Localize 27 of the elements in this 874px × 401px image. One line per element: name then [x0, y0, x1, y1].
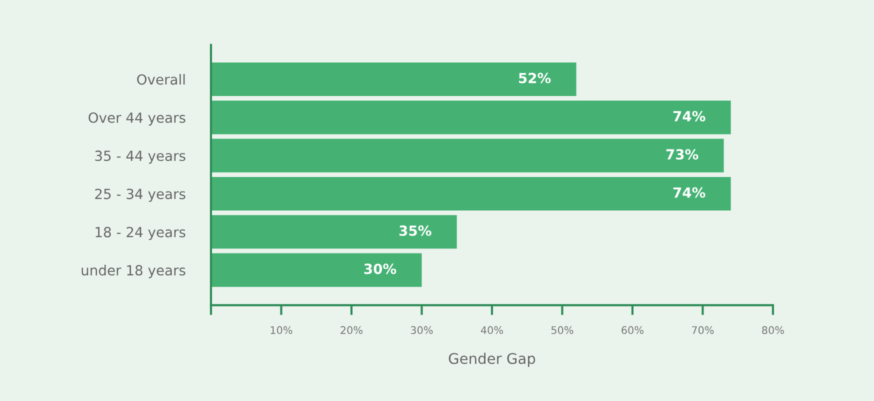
bar: [210, 138, 724, 172]
data-label: 74%: [673, 110, 706, 122]
y-tick-label: Over 44 years: [88, 112, 186, 126]
data-label: 73%: [666, 149, 698, 160]
y-tick-label: 35 - 44 years: [95, 150, 186, 164]
x-tick-label: 80%: [762, 326, 784, 334]
bar: [210, 176, 731, 211]
bar: [210, 253, 422, 287]
data-label: 35%: [399, 225, 432, 236]
x-tick-label: 40%: [480, 326, 503, 334]
x-tick-label: 50%: [551, 326, 574, 334]
bar: [210, 62, 576, 96]
y-tick-label: under 18 years: [82, 264, 186, 278]
bar: [210, 100, 731, 134]
x-tick-label: 60%: [622, 326, 644, 334]
y-tick-label: 18 - 24 years: [96, 226, 186, 240]
data-label: 74%: [673, 187, 706, 198]
x-tick-label: 20%: [340, 326, 362, 334]
x-axis-title: Gender Gap: [448, 352, 536, 367]
data-label: 30%: [364, 264, 396, 274]
data-label: 52%: [519, 72, 551, 84]
x-tick-label: 10%: [270, 326, 292, 334]
bar: [210, 215, 457, 249]
x-tick-label: 30%: [410, 326, 433, 334]
y-tick-label: Overall: [137, 74, 185, 85]
y-tick-label: 25 - 34 years: [95, 188, 186, 202]
x-tick-label: 70%: [692, 326, 714, 334]
